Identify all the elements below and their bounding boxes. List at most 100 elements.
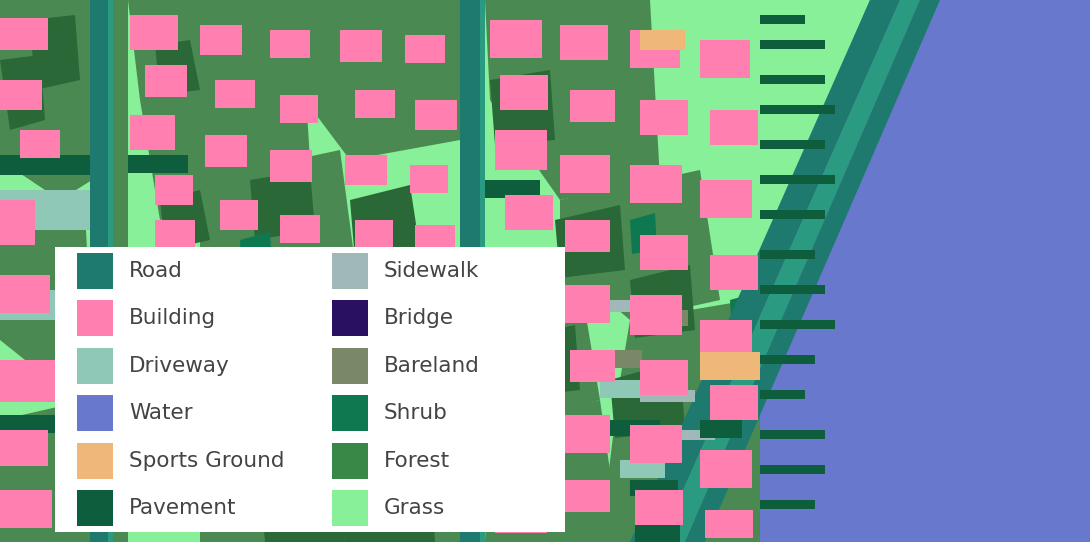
Text: Sidewalk: Sidewalk xyxy=(384,261,480,281)
Bar xyxy=(565,220,610,252)
Bar xyxy=(560,25,608,60)
Polygon shape xyxy=(160,430,205,498)
Text: Building: Building xyxy=(129,308,216,328)
Polygon shape xyxy=(600,340,760,542)
Bar xyxy=(700,180,752,218)
Bar xyxy=(210,255,252,287)
Polygon shape xyxy=(685,0,940,542)
Bar xyxy=(495,495,547,533)
Bar xyxy=(20,130,60,158)
Bar xyxy=(410,165,448,193)
Bar xyxy=(415,225,455,253)
Bar xyxy=(760,15,815,24)
Bar xyxy=(0,275,50,313)
Bar xyxy=(130,115,175,150)
Bar xyxy=(760,40,806,49)
Polygon shape xyxy=(0,0,90,542)
Bar xyxy=(485,300,540,320)
Bar xyxy=(600,380,650,398)
Bar xyxy=(490,450,565,462)
Polygon shape xyxy=(485,280,600,420)
Bar xyxy=(355,460,393,488)
Bar xyxy=(760,0,1090,542)
Bar xyxy=(332,491,368,526)
Bar xyxy=(760,320,835,329)
Polygon shape xyxy=(250,170,315,240)
Polygon shape xyxy=(128,0,460,542)
Bar xyxy=(700,320,752,360)
Bar xyxy=(346,400,387,430)
Bar xyxy=(220,435,262,465)
Polygon shape xyxy=(550,230,630,320)
Bar xyxy=(410,290,452,322)
Bar xyxy=(760,175,806,184)
Bar xyxy=(480,0,485,542)
Bar xyxy=(145,440,195,478)
Bar xyxy=(332,253,368,289)
Bar xyxy=(760,500,835,509)
Bar xyxy=(77,395,113,431)
Bar xyxy=(155,175,193,205)
Polygon shape xyxy=(140,80,220,220)
Polygon shape xyxy=(560,170,720,320)
Bar xyxy=(760,140,806,149)
Bar xyxy=(760,105,835,114)
Bar xyxy=(640,100,688,135)
Polygon shape xyxy=(560,120,640,210)
Bar xyxy=(0,200,35,245)
Polygon shape xyxy=(490,320,700,542)
Bar xyxy=(560,155,610,193)
Bar xyxy=(620,460,665,478)
Bar xyxy=(0,18,48,50)
Polygon shape xyxy=(490,70,555,145)
Polygon shape xyxy=(0,400,92,542)
Bar xyxy=(710,385,758,420)
Polygon shape xyxy=(261,465,346,542)
Polygon shape xyxy=(610,360,685,438)
Bar xyxy=(128,260,208,275)
Polygon shape xyxy=(340,475,435,542)
Bar xyxy=(415,100,457,130)
Bar xyxy=(415,480,453,508)
Bar xyxy=(710,110,758,145)
Text: Forest: Forest xyxy=(384,451,450,471)
Polygon shape xyxy=(0,55,45,130)
Text: Sports Ground: Sports Ground xyxy=(129,451,284,471)
Text: Pavement: Pavement xyxy=(129,498,237,518)
Bar xyxy=(128,390,173,408)
Bar xyxy=(340,30,381,62)
Bar xyxy=(275,275,313,303)
Polygon shape xyxy=(240,232,272,272)
Bar xyxy=(700,352,760,380)
Bar xyxy=(460,0,480,542)
Bar xyxy=(215,80,255,108)
Bar xyxy=(635,490,683,525)
Bar xyxy=(630,165,682,203)
Bar xyxy=(355,220,393,248)
Bar xyxy=(640,360,688,395)
Bar xyxy=(0,430,48,466)
Polygon shape xyxy=(485,400,620,542)
Bar xyxy=(630,30,680,68)
Polygon shape xyxy=(730,293,756,334)
Bar xyxy=(77,253,113,289)
Polygon shape xyxy=(380,425,455,508)
Bar xyxy=(77,348,113,384)
Bar xyxy=(495,255,547,293)
Bar xyxy=(760,430,815,439)
Text: Shrub: Shrub xyxy=(384,403,448,423)
Bar xyxy=(490,375,545,417)
Bar xyxy=(332,395,368,431)
Bar xyxy=(710,255,758,290)
Bar xyxy=(355,340,395,368)
Bar xyxy=(284,390,325,418)
Polygon shape xyxy=(31,15,80,90)
Bar xyxy=(700,450,752,488)
Bar xyxy=(346,280,387,312)
Bar xyxy=(135,330,183,365)
Polygon shape xyxy=(620,300,760,430)
Polygon shape xyxy=(0,0,92,200)
Bar xyxy=(90,0,108,542)
Bar xyxy=(332,443,368,479)
Bar xyxy=(760,210,835,219)
